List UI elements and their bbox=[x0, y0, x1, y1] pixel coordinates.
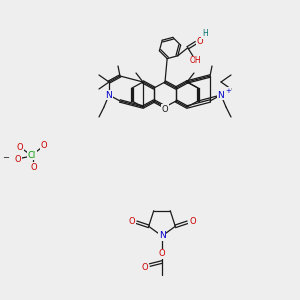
Text: OH: OH bbox=[190, 56, 202, 65]
Text: O: O bbox=[17, 142, 23, 152]
Text: O: O bbox=[196, 37, 203, 46]
Text: N: N bbox=[218, 91, 224, 100]
Text: N: N bbox=[159, 232, 165, 241]
Text: O: O bbox=[142, 262, 148, 272]
Text: O: O bbox=[162, 104, 168, 113]
Text: H: H bbox=[202, 29, 208, 38]
Text: O: O bbox=[31, 163, 37, 172]
Text: −: − bbox=[2, 154, 10, 163]
Text: N: N bbox=[106, 91, 112, 100]
Text: O: O bbox=[159, 250, 165, 259]
Text: O: O bbox=[189, 217, 196, 226]
Text: O: O bbox=[41, 140, 47, 149]
Text: O: O bbox=[15, 154, 21, 164]
Text: O: O bbox=[128, 217, 135, 226]
Text: Cl: Cl bbox=[28, 151, 36, 160]
Text: +: + bbox=[225, 88, 231, 94]
